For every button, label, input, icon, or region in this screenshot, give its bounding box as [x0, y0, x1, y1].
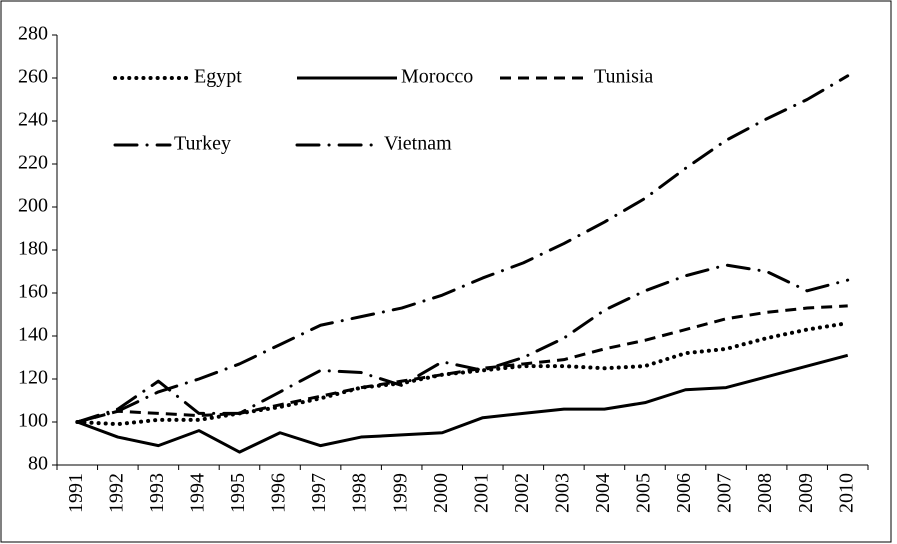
- x-tick-label: 2002: [511, 473, 533, 513]
- y-tick-label: 100: [18, 410, 48, 432]
- x-tick-label: 2007: [714, 473, 736, 513]
- x-tick-label: 2005: [633, 473, 655, 513]
- legend-label: Egypt: [194, 66, 242, 88]
- x-tick-label: 1992: [105, 473, 127, 513]
- x-tick-label: 1998: [349, 473, 371, 513]
- legend-label: Morocco: [401, 66, 473, 88]
- x-tick-label: 1991: [65, 473, 87, 513]
- y-tick-label: 240: [18, 109, 48, 131]
- x-tick-label: 2006: [673, 473, 695, 513]
- y-tick-label: 160: [18, 281, 48, 303]
- x-tick-label: 2001: [470, 473, 492, 513]
- x-tick-label: 1994: [187, 473, 209, 513]
- x-tick-label: 2003: [551, 473, 573, 513]
- series-line: [76, 353, 849, 454]
- x-tick-label: 1995: [227, 473, 249, 513]
- y-tick-label: 280: [18, 23, 48, 45]
- x-tick-label: 2010: [835, 473, 857, 513]
- series-line: [75, 321, 850, 427]
- legend-label: Tunisia: [594, 66, 653, 88]
- series-line: [75, 263, 850, 424]
- y-tick-label: 140: [18, 324, 48, 346]
- y-tick-label: 120: [18, 367, 48, 389]
- x-tick-label: 2009: [795, 473, 817, 513]
- y-tick-label: 220: [18, 152, 48, 174]
- x-tick-label: 1999: [389, 473, 411, 513]
- x-tick-label: 2000: [430, 473, 452, 513]
- y-tick-label: 180: [18, 238, 48, 260]
- y-tick-label: 200: [18, 195, 48, 217]
- y-tick-label: 80: [28, 453, 48, 475]
- x-tick-label: 2008: [754, 473, 776, 513]
- x-tick-label: 2004: [592, 473, 614, 513]
- y-tick-label: 260: [18, 66, 48, 88]
- legend-label: Turkey: [174, 133, 231, 155]
- x-tick-label: 1993: [146, 473, 168, 513]
- series-line: [75, 74, 850, 424]
- legend-label: Vietnam: [384, 133, 452, 155]
- x-tick-label: 1997: [308, 473, 330, 513]
- x-tick-label: 1996: [268, 473, 290, 513]
- series-line: [76, 304, 848, 424]
